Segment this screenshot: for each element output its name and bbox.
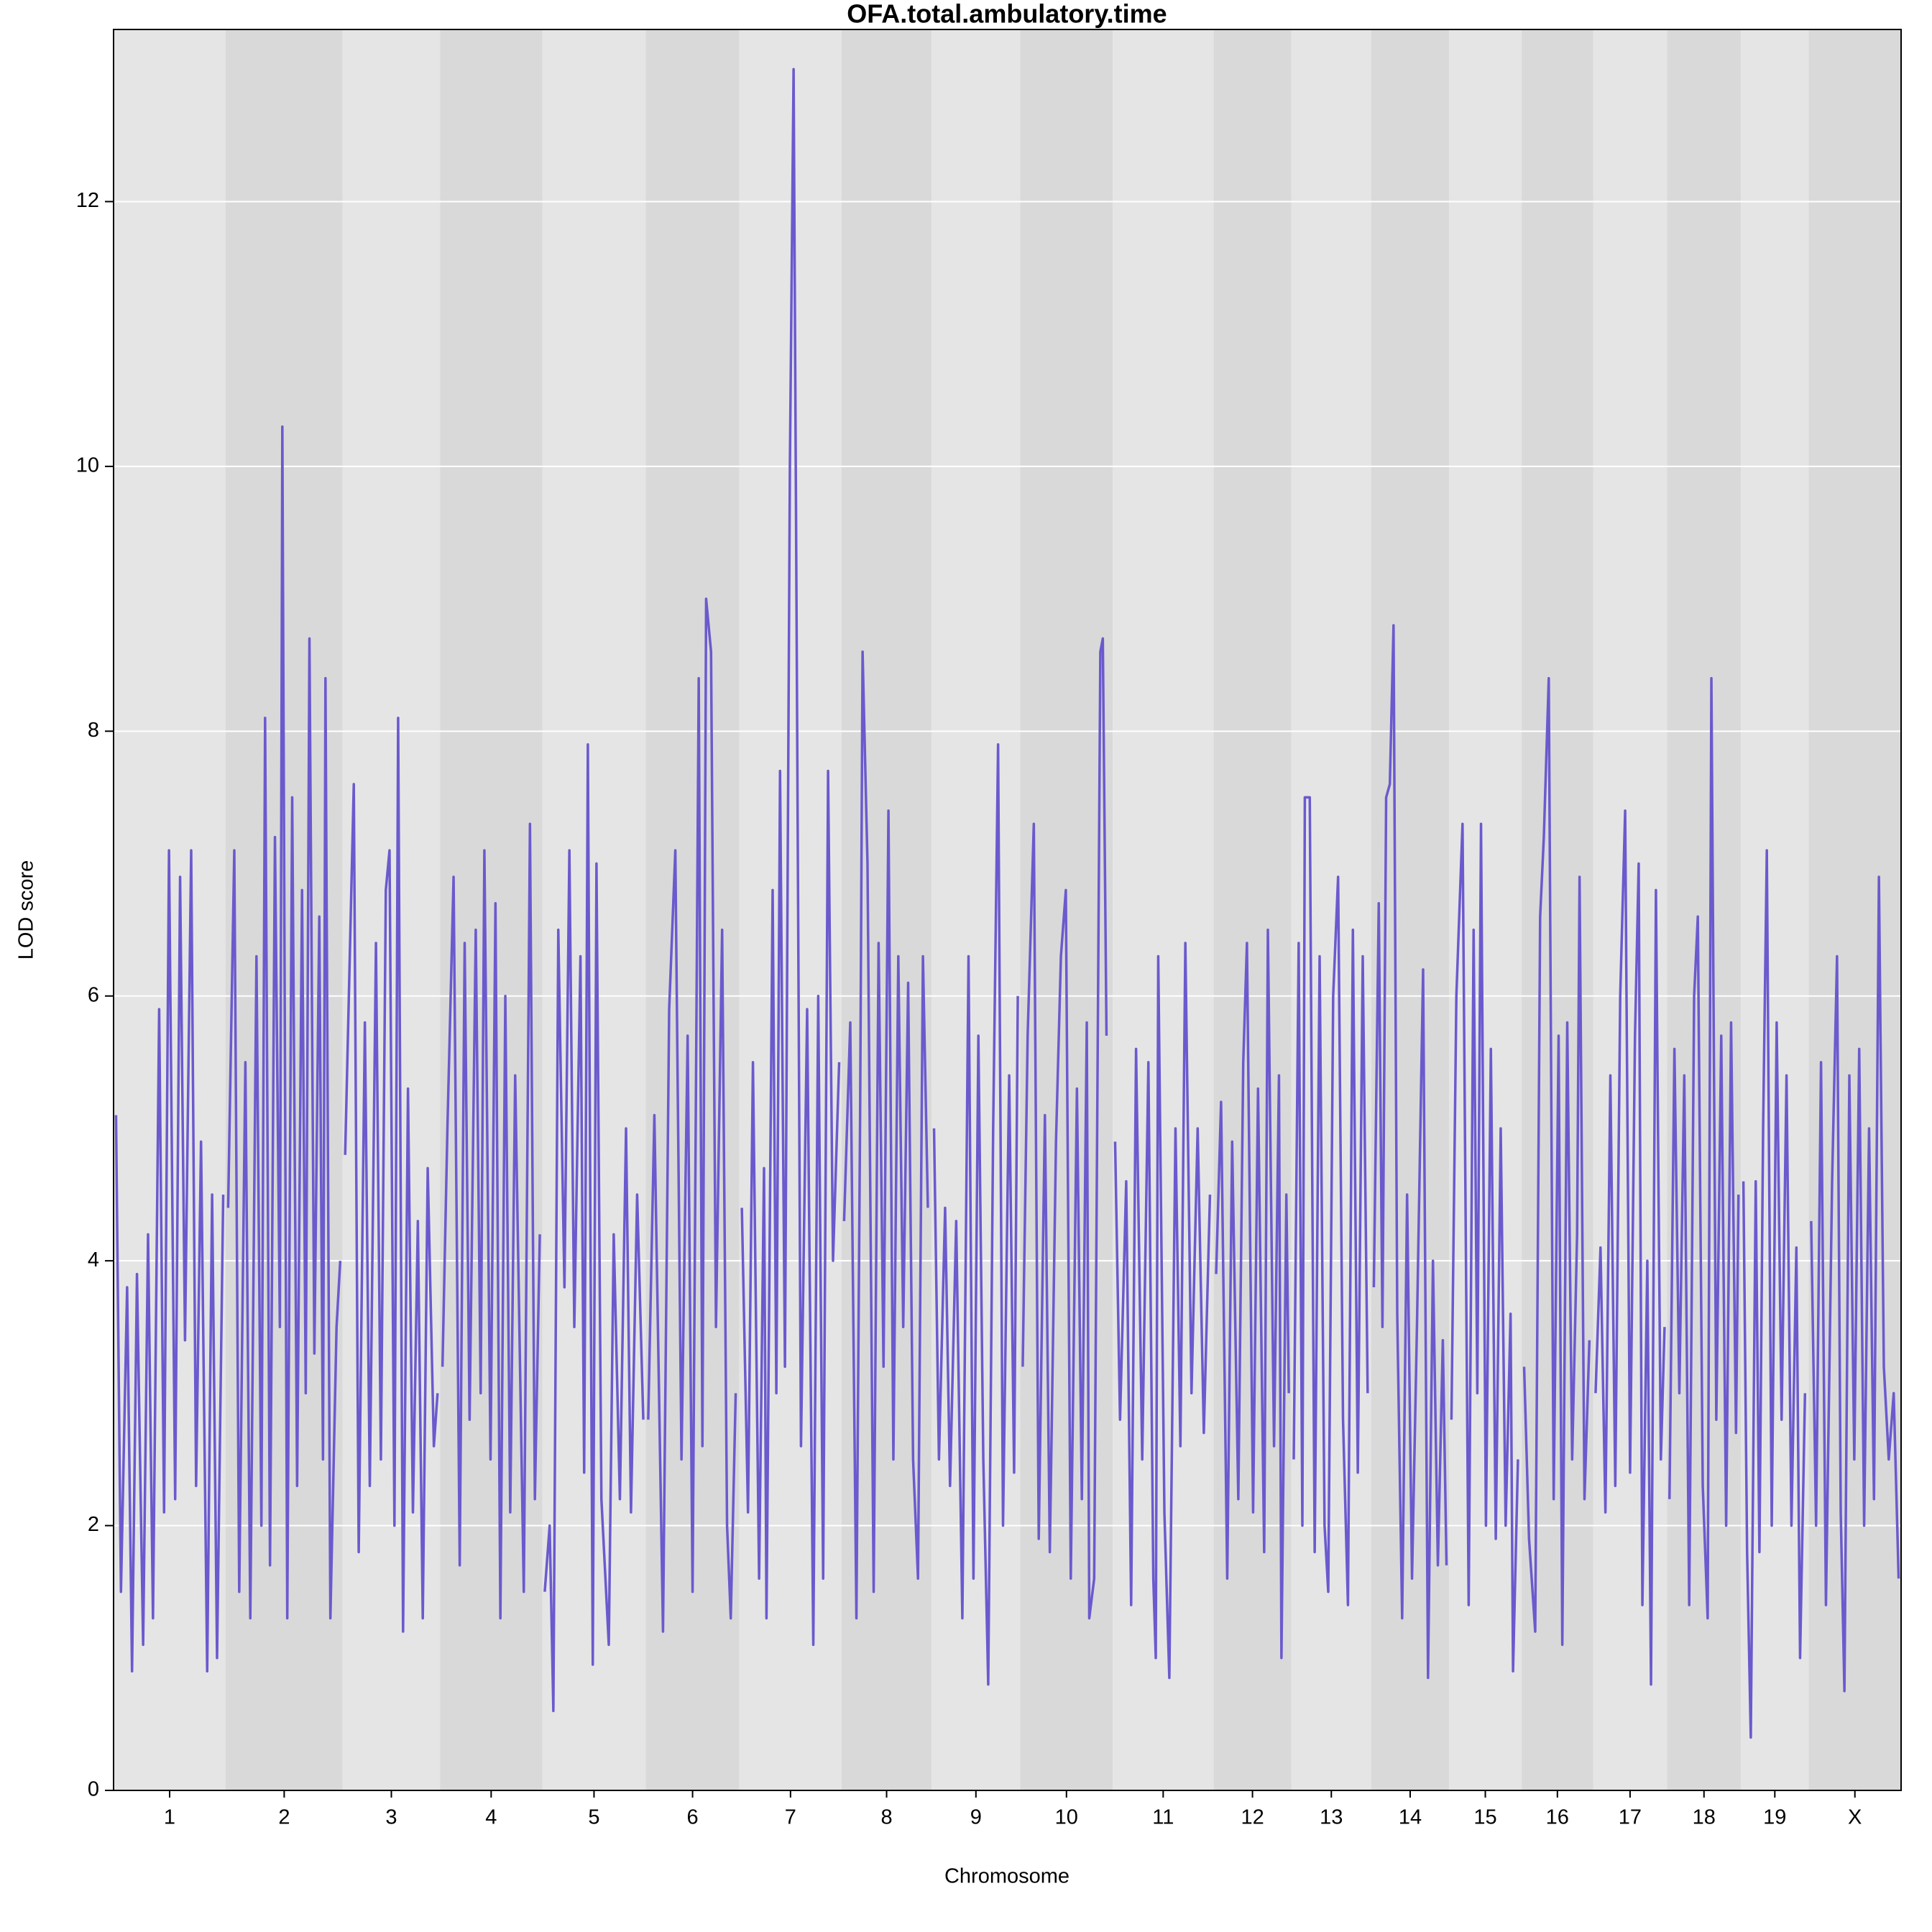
chart-title: OFA.total.ambulatory.time bbox=[847, 0, 1167, 29]
x-tick-label: 6 bbox=[687, 1806, 699, 1829]
lod-line bbox=[1372, 624, 1448, 1680]
x-tick-label: 8 bbox=[880, 1806, 892, 1829]
x-tick-label: 15 bbox=[1473, 1806, 1496, 1829]
x-tick-label: 5 bbox=[588, 1806, 599, 1829]
lod-line bbox=[1742, 849, 1807, 1739]
y-tick-label: 4 bbox=[88, 1248, 99, 1271]
x-tick-label: 1 bbox=[164, 1806, 175, 1829]
chromosome-band bbox=[1522, 29, 1593, 1790]
x-tick-label: 3 bbox=[385, 1806, 397, 1829]
x-tick-label: 4 bbox=[485, 1806, 497, 1829]
x-tick-label: 19 bbox=[1763, 1806, 1786, 1829]
lod-line bbox=[842, 650, 929, 1620]
lod-line bbox=[1668, 676, 1740, 1620]
lod-line bbox=[1450, 822, 1519, 1673]
x-tick-label: 11 bbox=[1152, 1806, 1174, 1829]
lod-line bbox=[1522, 676, 1591, 1647]
lod-line bbox=[1021, 637, 1108, 1620]
x-tick-label: 16 bbox=[1546, 1806, 1569, 1829]
y-tick-label: 6 bbox=[88, 983, 99, 1006]
y-tick-label: 0 bbox=[88, 1778, 99, 1801]
x-tick-label: 2 bbox=[278, 1806, 290, 1829]
y-tick-label: 10 bbox=[76, 454, 99, 477]
lod-line bbox=[1215, 928, 1290, 1660]
lod-line bbox=[1292, 796, 1369, 1606]
y-axis-label: LOD score bbox=[15, 860, 38, 960]
lod-line bbox=[441, 822, 541, 1620]
y-tick-label: 8 bbox=[88, 719, 99, 742]
x-tick-label: 12 bbox=[1241, 1806, 1264, 1829]
x-tick-label: 7 bbox=[785, 1806, 796, 1829]
lod-line bbox=[1594, 809, 1666, 1686]
lod-line bbox=[226, 425, 342, 1620]
lod-line bbox=[114, 849, 225, 1673]
lod-line bbox=[740, 68, 841, 1647]
plot-area bbox=[114, 29, 1901, 1791]
x-tick-label: 13 bbox=[1320, 1806, 1343, 1829]
x-tick-label: 9 bbox=[970, 1806, 982, 1829]
lod-line bbox=[1113, 942, 1212, 1680]
chromosome-band bbox=[932, 29, 1021, 1790]
y-tick-label: 2 bbox=[88, 1513, 99, 1536]
x-tick-label: 17 bbox=[1619, 1806, 1642, 1829]
lod-line bbox=[932, 742, 1019, 1686]
x-tick-label: X bbox=[1848, 1806, 1862, 1829]
plot-border bbox=[113, 29, 1902, 1791]
lod-line bbox=[543, 742, 645, 1713]
x-tick-label: 18 bbox=[1693, 1806, 1716, 1829]
x-axis-label: Chromosome bbox=[944, 1865, 1070, 1888]
lod-line bbox=[1810, 875, 1900, 1693]
lod-line bbox=[647, 597, 737, 1633]
x-tick-label: 14 bbox=[1399, 1806, 1422, 1829]
x-tick-label: 10 bbox=[1055, 1806, 1078, 1829]
lod-line bbox=[344, 717, 439, 1633]
y-tick-label: 12 bbox=[76, 189, 99, 212]
